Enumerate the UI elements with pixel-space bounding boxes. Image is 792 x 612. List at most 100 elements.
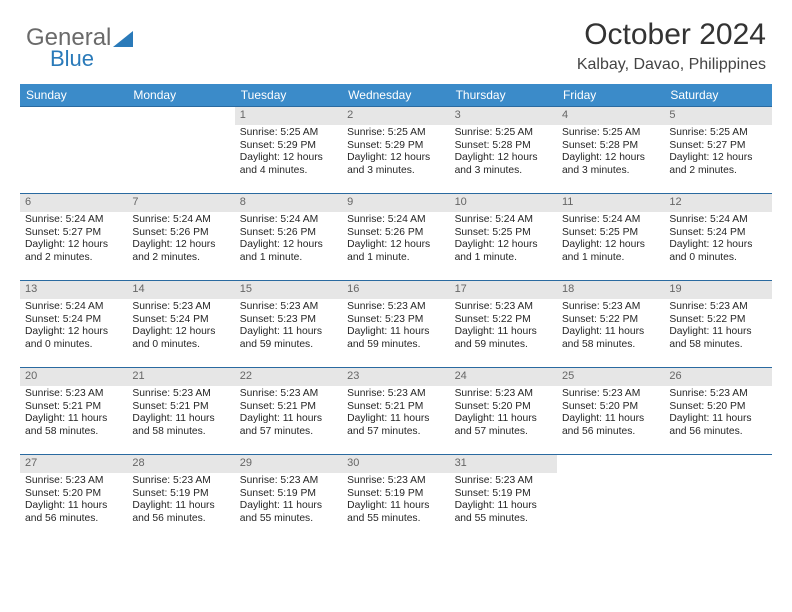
day-number: 24 bbox=[450, 368, 557, 386]
calendar-day: 5Sunrise: 5:25 AMSunset: 5:27 PMDaylight… bbox=[664, 107, 771, 193]
daylight-line: Daylight: 12 hours and 3 minutes. bbox=[347, 152, 444, 178]
day-body: Sunrise: 5:23 AMSunset: 5:19 PMDaylight:… bbox=[450, 473, 557, 530]
day-body: Sunrise: 5:24 AMSunset: 5:24 PMDaylight:… bbox=[20, 299, 127, 356]
sunset-line: Sunset: 5:23 PM bbox=[240, 314, 337, 327]
daylight-line: Daylight: 11 hours and 57 minutes. bbox=[240, 413, 337, 439]
calendar-day: 9Sunrise: 5:24 AMSunset: 5:26 PMDaylight… bbox=[342, 194, 449, 280]
sunset-line: Sunset: 5:20 PM bbox=[669, 401, 766, 414]
day-number: 31 bbox=[450, 455, 557, 473]
daylight-line: Daylight: 11 hours and 58 minutes. bbox=[132, 413, 229, 439]
sunset-line: Sunset: 5:29 PM bbox=[347, 140, 444, 153]
sunrise-line: Sunrise: 5:23 AM bbox=[240, 388, 337, 401]
day-body: Sunrise: 5:24 AMSunset: 5:24 PMDaylight:… bbox=[664, 212, 771, 269]
calendar-day: 4Sunrise: 5:25 AMSunset: 5:28 PMDaylight… bbox=[557, 107, 664, 193]
daylight-line: Daylight: 11 hours and 55 minutes. bbox=[455, 500, 552, 526]
day-body: Sunrise: 5:23 AMSunset: 5:22 PMDaylight:… bbox=[664, 299, 771, 356]
day-body: Sunrise: 5:24 AMSunset: 5:26 PMDaylight:… bbox=[127, 212, 234, 269]
sunset-line: Sunset: 5:22 PM bbox=[455, 314, 552, 327]
sunset-line: Sunset: 5:19 PM bbox=[347, 488, 444, 501]
logo-text-2: Blue bbox=[50, 46, 94, 72]
day-header: Tuesday bbox=[235, 84, 342, 106]
sunset-line: Sunset: 5:21 PM bbox=[347, 401, 444, 414]
daylight-line: Daylight: 12 hours and 1 minute. bbox=[455, 239, 552, 265]
day-body: Sunrise: 5:25 AMSunset: 5:27 PMDaylight:… bbox=[664, 125, 771, 182]
sunrise-line: Sunrise: 5:25 AM bbox=[562, 127, 659, 140]
daylight-line: Daylight: 11 hours and 57 minutes. bbox=[455, 413, 552, 439]
day-body: Sunrise: 5:25 AMSunset: 5:29 PMDaylight:… bbox=[342, 125, 449, 182]
sunrise-line: Sunrise: 5:23 AM bbox=[347, 475, 444, 488]
daylight-line: Daylight: 11 hours and 56 minutes. bbox=[669, 413, 766, 439]
calendar-day: 29Sunrise: 5:23 AMSunset: 5:19 PMDayligh… bbox=[235, 455, 342, 541]
calendar-day: 18Sunrise: 5:23 AMSunset: 5:22 PMDayligh… bbox=[557, 281, 664, 367]
day-body: Sunrise: 5:23 AMSunset: 5:21 PMDaylight:… bbox=[235, 386, 342, 443]
day-number: 12 bbox=[664, 194, 771, 212]
day-number: 7 bbox=[127, 194, 234, 212]
day-body: Sunrise: 5:23 AMSunset: 5:21 PMDaylight:… bbox=[127, 386, 234, 443]
sunset-line: Sunset: 5:27 PM bbox=[25, 227, 122, 240]
calendar-day: 23 Sunrise: 5:23 AMSunset: 5:21 PMDayligh… bbox=[342, 368, 449, 454]
day-body: Sunrise: 5:25 AMSunset: 5:28 PMDaylight:… bbox=[450, 125, 557, 182]
calendar-week: 20Sunrise: 5:23 AMSunset: 5:21 PMDayligh… bbox=[20, 367, 772, 454]
day-number: 6 bbox=[20, 194, 127, 212]
calendar-day: 31Sunrise: 5:23 AMSunset: 5:19 PMDayligh… bbox=[450, 455, 557, 541]
daylight-line: Daylight: 11 hours and 56 minutes. bbox=[562, 413, 659, 439]
day-number: 26 bbox=[664, 368, 771, 386]
day-number: 9 bbox=[342, 194, 449, 212]
day-number: 3 bbox=[450, 107, 557, 125]
day-body: Sunrise: 5:24 AMSunset: 5:27 PMDaylight:… bbox=[20, 212, 127, 269]
day-number: 4 bbox=[557, 107, 664, 125]
calendar-day: 11Sunrise: 5:24 AMSunset: 5:25 PMDayligh… bbox=[557, 194, 664, 280]
daylight-line: Daylight: 11 hours and 56 minutes. bbox=[25, 500, 122, 526]
sunset-line: Sunset: 5:20 PM bbox=[455, 401, 552, 414]
day-body: Sunrise: 5:25 AMSunset: 5:28 PMDaylight:… bbox=[557, 125, 664, 182]
daylight-line: Daylight: 11 hours and 57 minutes. bbox=[347, 413, 444, 439]
sunrise-line: Sunrise: 5:23 AM bbox=[669, 388, 766, 401]
calendar-day-empty bbox=[127, 107, 234, 193]
sunrise-line: Sunrise: 5:23 AM bbox=[25, 475, 122, 488]
calendar-day: 24Sunrise: 5:23 AMSunset: 5:20 PMDayligh… bbox=[450, 368, 557, 454]
day-number: 28 bbox=[127, 455, 234, 473]
sunrise-line: Sunrise: 5:23 AM bbox=[347, 388, 444, 401]
daylight-line: Daylight: 12 hours and 3 minutes. bbox=[455, 152, 552, 178]
day-header: Wednesday bbox=[342, 84, 449, 106]
daylight-line: Daylight: 11 hours and 55 minutes. bbox=[347, 500, 444, 526]
calendar-day: 21Sunrise: 5:23 AMSunset: 5:21 PMDayligh… bbox=[127, 368, 234, 454]
sunrise-line: Sunrise: 5:23 AM bbox=[347, 301, 444, 314]
day-body: Sunrise: 5:24 AMSunset: 5:25 PMDaylight:… bbox=[450, 212, 557, 269]
day-body: Sunrise: 5:23 AMSunset: 5:20 PMDaylight:… bbox=[20, 473, 127, 530]
sunset-line: Sunset: 5:21 PM bbox=[132, 401, 229, 414]
calendar-week: 6Sunrise: 5:24 AMSunset: 5:27 PMDaylight… bbox=[20, 193, 772, 280]
sunrise-line: Sunrise: 5:24 AM bbox=[347, 214, 444, 227]
calendar-table: SundayMondayTuesdayWednesdayThursdayFrid… bbox=[20, 84, 772, 541]
day-number: 5 bbox=[664, 107, 771, 125]
page-subtitle: Kalbay, Davao, Philippines bbox=[577, 56, 766, 74]
sunrise-line: Sunrise: 5:23 AM bbox=[132, 388, 229, 401]
calendar-day: 7Sunrise: 5:24 AMSunset: 5:26 PMDaylight… bbox=[127, 194, 234, 280]
calendar-day-empty bbox=[664, 455, 771, 541]
day-body: Sunrise: 5:23 AMSunset: 5:22 PMDaylight:… bbox=[557, 299, 664, 356]
sunrise-line: Sunrise: 5:23 AM bbox=[455, 301, 552, 314]
sunset-line: Sunset: 5:28 PM bbox=[455, 140, 552, 153]
sunset-line: Sunset: 5:24 PM bbox=[25, 314, 122, 327]
calendar-day: 8Sunrise: 5:24 AMSunset: 5:26 PMDaylight… bbox=[235, 194, 342, 280]
day-number: 23 bbox=[342, 368, 449, 386]
day-body: Sunrise: 5:23 AMSunset: 5:22 PMDaylight:… bbox=[450, 299, 557, 356]
day-body: Sunrise: 5:23 AMSunset: 5:19 PMDaylight:… bbox=[127, 473, 234, 530]
sunrise-line: Sunrise: 5:24 AM bbox=[132, 214, 229, 227]
day-number: 30 bbox=[342, 455, 449, 473]
calendar-day: 30Sunrise: 5:23 AMSunset: 5:19 PMDayligh… bbox=[342, 455, 449, 541]
sunset-line: Sunset: 5:19 PM bbox=[455, 488, 552, 501]
sunset-line: Sunset: 5:22 PM bbox=[669, 314, 766, 327]
day-body: Sunrise: 5:23 AMSunset: 5:19 PMDaylight:… bbox=[342, 473, 449, 530]
day-body: Sunrise: 5:23 AMSunset: 5:24 PMDaylight:… bbox=[127, 299, 234, 356]
sunset-line: Sunset: 5:21 PM bbox=[240, 401, 337, 414]
daylight-line: Daylight: 11 hours and 58 minutes. bbox=[562, 326, 659, 352]
sunset-line: Sunset: 5:26 PM bbox=[132, 227, 229, 240]
sunset-line: Sunset: 5:20 PM bbox=[25, 488, 122, 501]
daylight-line: Daylight: 12 hours and 0 minutes. bbox=[132, 326, 229, 352]
day-header: Monday bbox=[127, 84, 234, 106]
calendar-day: 22Sunrise: 5:23 AMSunset: 5:21 PMDayligh… bbox=[235, 368, 342, 454]
daylight-line: Daylight: 12 hours and 3 minutes. bbox=[562, 152, 659, 178]
day-number: 15 bbox=[235, 281, 342, 299]
daylight-line: Daylight: 12 hours and 2 minutes. bbox=[669, 152, 766, 178]
